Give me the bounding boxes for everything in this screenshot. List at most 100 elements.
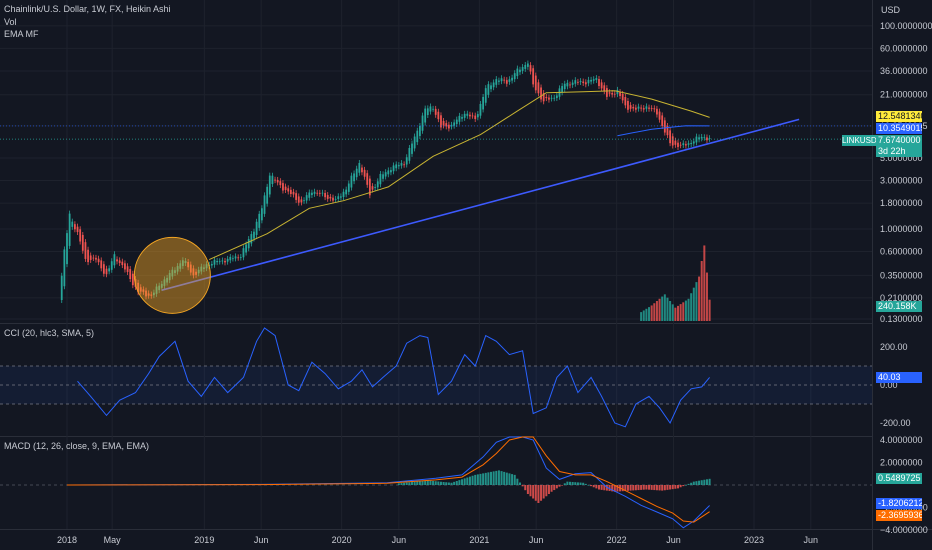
candle-body: [87, 249, 89, 263]
volume-bar: [666, 297, 669, 321]
candle-body: [311, 192, 313, 196]
macd-histogram-bar: [542, 485, 545, 499]
candle-body: [366, 173, 369, 185]
candle-body: [669, 130, 672, 144]
candle-body: [411, 143, 413, 154]
candle-body: [263, 195, 266, 214]
candle-body: [700, 136, 703, 139]
macd-histogram-bar: [692, 481, 695, 485]
candle-body: [487, 84, 490, 95]
macd-histogram-bar: [426, 480, 429, 485]
candle-body: [463, 113, 466, 118]
macd-title[interactable]: MACD (12, 26, close, 9, EMA, EMA): [4, 441, 150, 451]
volume-bar: [695, 282, 698, 321]
candle-body: [632, 106, 635, 109]
macd-histogram-bar: [450, 482, 453, 485]
candle-body: [353, 173, 355, 182]
indicator-label-ema[interactable]: EMA MF: [4, 29, 39, 39]
macd-histogram-bar: [524, 485, 527, 491]
time-tick-label: Jun: [666, 535, 681, 545]
candle-body: [542, 93, 545, 102]
candle-body: [63, 249, 66, 287]
candle-body: [66, 233, 68, 265]
candle-body: [392, 165, 395, 172]
macd-histogram-bar: [550, 485, 553, 492]
candle-body: [529, 65, 532, 72]
time-tick-label: Jun: [529, 535, 544, 545]
candle-body: [534, 75, 537, 91]
candle-body: [500, 78, 503, 82]
volume-bar: [682, 302, 685, 321]
macd-histogram-bar: [590, 485, 593, 487]
candle-body: [453, 122, 456, 126]
macd-histogram-bar: [537, 485, 540, 503]
macd-histogram-bar: [603, 485, 606, 491]
macd-histogram-bar: [518, 482, 521, 485]
macd-histogram-bar: [476, 474, 479, 485]
candle-body: [139, 287, 142, 292]
volume-bar: [708, 299, 711, 321]
macd-histogram-bar: [690, 482, 693, 485]
candle-body: [218, 261, 221, 263]
candle-body: [613, 93, 616, 95]
macd-histogram-bar: [621, 485, 624, 492]
candle-body: [479, 103, 482, 116]
candle-body: [289, 189, 292, 195]
candle-body: [276, 179, 279, 183]
candle-body: [121, 261, 124, 266]
volume-bar: [703, 245, 706, 321]
cci-line: [77, 327, 710, 428]
candle-body: [300, 199, 303, 203]
candle-body: [74, 224, 76, 230]
macd-histogram-bar: [437, 481, 440, 485]
macd-histogram-bar: [613, 485, 616, 492]
volume-bar: [674, 307, 677, 321]
candle-body: [645, 106, 648, 109]
candle-body: [176, 266, 179, 272]
candle-body: [229, 256, 232, 261]
candle-body: [192, 268, 195, 276]
candle-body: [247, 239, 250, 249]
trendline: [161, 118, 800, 291]
macd-histogram-bar: [595, 485, 598, 489]
candle-body: [397, 165, 400, 167]
candle-body: [561, 86, 564, 93]
indicator-label-vol[interactable]: Vol: [4, 17, 17, 27]
volume-bar: [663, 294, 666, 321]
candle-body: [437, 111, 440, 120]
price-tick-label: 60.0000000: [880, 43, 928, 53]
macd-line: [66, 436, 710, 529]
candle-body: [434, 108, 437, 115]
candle-body: [339, 196, 342, 198]
candle-body: [608, 92, 611, 94]
candle-body: [387, 170, 390, 175]
candle-body: [663, 120, 666, 133]
candle-body: [690, 142, 693, 145]
candle-body: [350, 175, 353, 188]
candle-body: [116, 259, 118, 262]
cci-title[interactable]: CCI (20, hlc3, SMA, 5): [4, 328, 95, 338]
candle-body: [124, 263, 126, 270]
volume-bar: [655, 301, 658, 321]
candle-body: [677, 142, 679, 148]
candle-body: [592, 79, 595, 81]
candle-body: [326, 195, 329, 199]
macd-histogram-bar: [695, 481, 698, 485]
time-tick-label: 2020: [332, 535, 352, 545]
price-tick-label: 3.0000000: [880, 176, 923, 186]
macd-histogram-bar: [434, 481, 437, 485]
candle-body: [71, 221, 74, 227]
macd-line-badge: -1.8206212: [876, 498, 922, 509]
candle-body: [150, 294, 153, 296]
candle-body: [282, 183, 284, 191]
candle-body: [498, 80, 500, 82]
candle-body: [371, 186, 374, 190]
candle-body: [100, 260, 103, 269]
candle-body: [108, 268, 111, 272]
macd-histogram-bar: [679, 485, 682, 488]
macd-histogram-bar: [439, 481, 442, 485]
candle-body: [484, 88, 487, 103]
candle-body: [253, 231, 255, 239]
candle-body: [440, 115, 442, 128]
